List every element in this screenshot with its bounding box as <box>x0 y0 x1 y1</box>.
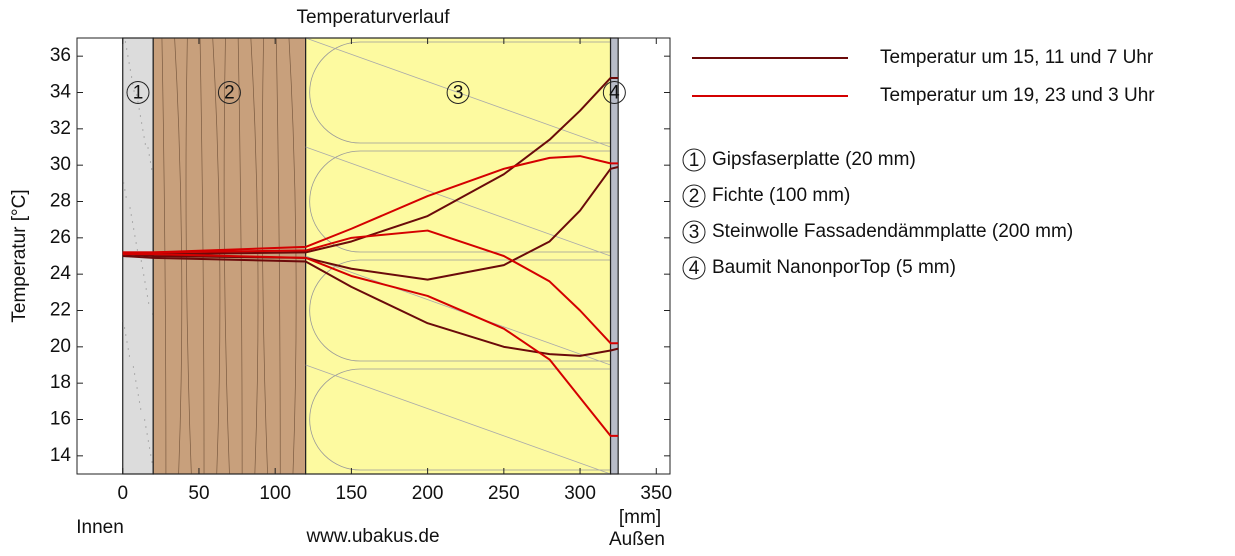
gypsum-dot <box>129 207 130 208</box>
inside-label: Innen <box>76 517 124 538</box>
gypsum-dot <box>141 122 142 123</box>
gypsum-dot <box>141 260 142 261</box>
gypsum-dot <box>127 55 128 56</box>
gypsum-dot <box>142 129 143 130</box>
gypsum-dot <box>147 433 148 434</box>
y-tick-label: 16 <box>50 409 71 430</box>
gypsum-dot <box>125 196 126 197</box>
gypsum-dot <box>148 440 149 441</box>
layer-legend-number: 4 <box>689 258 700 279</box>
x-tick-label: 350 <box>640 483 672 504</box>
gypsum-dot <box>136 242 137 243</box>
gypsum-dot <box>132 221 133 222</box>
x-tick-label: 100 <box>259 483 291 504</box>
chart: Temperaturverlauf Temperatur [°C] [mm] I… <box>0 0 1235 551</box>
gypsum-dot <box>135 380 136 381</box>
gypsum-dot <box>145 426 146 427</box>
layer-label: 4 <box>609 83 620 104</box>
gypsum-dot <box>143 136 144 137</box>
y-tick-label: 34 <box>50 82 72 103</box>
y-tick-label: 22 <box>50 300 71 321</box>
gypsum-dot <box>139 401 140 402</box>
layer-label: 1 <box>133 83 144 104</box>
gypsum-dot <box>134 373 135 374</box>
y-tick-label: 14 <box>50 445 72 466</box>
gypsum-dot <box>149 447 150 448</box>
gypsum-dot <box>126 341 127 342</box>
gypsum-dot <box>124 327 125 328</box>
x-tick-label: 150 <box>336 483 368 504</box>
layer-label: 2 <box>224 83 235 104</box>
gypsum-dot <box>144 419 145 420</box>
legend-text: Temperatur um 19, 23 und 3 Uhr <box>880 85 1155 106</box>
gypsum-dot <box>134 235 135 236</box>
gypsum-dot <box>136 387 137 388</box>
gypsum-dot <box>143 274 144 275</box>
x-tick-label: 200 <box>412 483 444 504</box>
gypsum-dot <box>142 267 143 268</box>
layer-legend-number: 1 <box>689 150 700 171</box>
y-tick-label: 24 <box>50 263 72 284</box>
gypsum-dot <box>146 288 147 289</box>
layer-legend-text: Fichte (100 mm) <box>712 185 850 206</box>
x-axis-unit: [mm] <box>619 507 661 528</box>
gypsum-dot <box>139 108 140 109</box>
source: www.ubakus.de <box>305 526 439 547</box>
gypsum-dot <box>131 214 132 215</box>
gypsum-dot <box>129 355 130 356</box>
x-tick-label: 0 <box>117 483 128 504</box>
layer-legend-text: Baumit NanonporTop (5 mm) <box>712 257 956 278</box>
gypsum-dot <box>133 228 134 229</box>
gypsum-dot <box>148 302 149 303</box>
gypsum-dot <box>147 147 148 148</box>
y-tick-label: 26 <box>50 227 71 248</box>
x-tick-label: 300 <box>564 483 596 504</box>
gypsum-dot <box>151 461 152 462</box>
x-tick-label: 250 <box>488 483 520 504</box>
legend-text: Temperatur um 15, 11 und 7 Uhr <box>880 47 1154 68</box>
outside-label: Außen <box>609 529 665 550</box>
gypsum-dot <box>147 295 148 296</box>
gypsum-dot <box>130 69 131 70</box>
gypsum-dot <box>125 334 126 335</box>
gypsum-dot <box>150 454 151 455</box>
y-tick-label: 30 <box>50 154 71 175</box>
gypsum-dot <box>129 62 130 63</box>
gypsum-dot <box>124 189 125 190</box>
gypsum-dot <box>131 76 132 77</box>
gypsum-dot <box>126 48 127 49</box>
layer-legend-number: 2 <box>689 186 700 207</box>
y-tick-label: 36 <box>50 45 71 66</box>
gypsum-dot <box>150 161 151 162</box>
gypsum-dot <box>123 182 124 183</box>
layer-legend-text: Gipsfaserplatte (20 mm) <box>712 149 916 170</box>
y-tick-label: 20 <box>50 336 71 357</box>
y-axis-label: Temperatur [°C] <box>9 189 30 322</box>
x-tick-label: 50 <box>188 483 209 504</box>
gypsum-dot <box>140 408 141 409</box>
gypsum-dot <box>145 143 146 144</box>
gypsum-dot <box>151 168 152 169</box>
y-tick-label: 18 <box>50 372 71 393</box>
layer-legend-text: Steinwolle Fassadendämmplatte (200 mm) <box>712 221 1073 242</box>
layer-legend-number: 3 <box>689 222 700 243</box>
gypsum-dot <box>137 249 138 250</box>
gypsum-dot <box>123 320 124 321</box>
gypsum-dot <box>133 366 134 367</box>
gypsum-dot <box>128 348 129 349</box>
chart-title: Temperaturverlauf <box>296 7 450 28</box>
gypsum-dot <box>138 394 139 395</box>
y-tick-label: 28 <box>50 191 71 212</box>
y-tick-label: 32 <box>50 118 71 139</box>
layer-label: 3 <box>453 83 464 104</box>
gypsum-dot <box>149 154 150 155</box>
gypsum-dot <box>125 41 126 42</box>
gypsum-dot <box>144 281 145 282</box>
gypsum-dot <box>140 115 141 116</box>
